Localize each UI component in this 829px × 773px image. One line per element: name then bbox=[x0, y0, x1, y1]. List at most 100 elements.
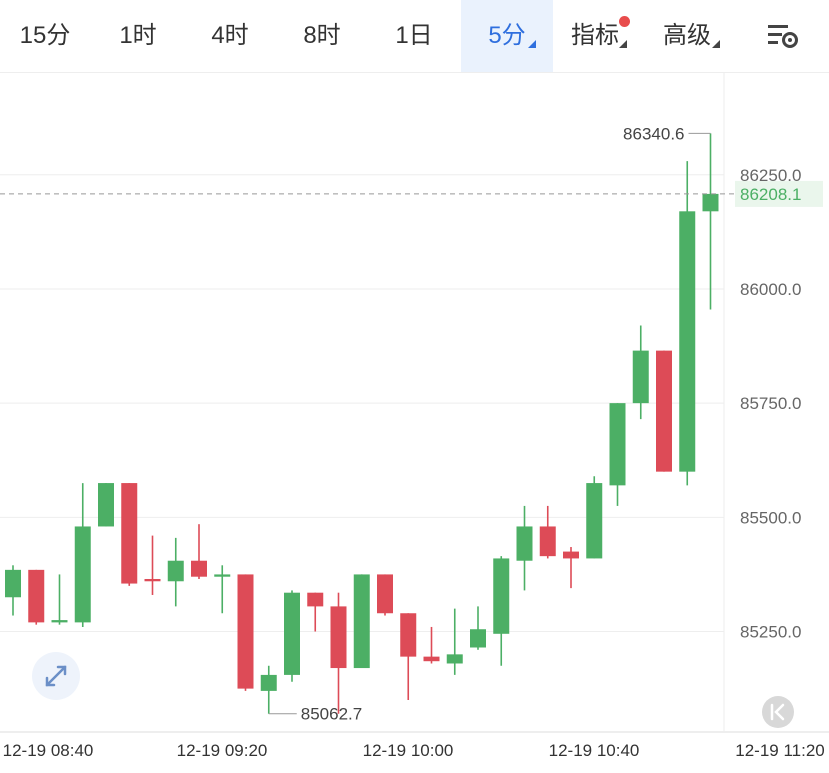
price-tick-label: 85500.0 bbox=[740, 508, 801, 527]
last-price-tag bbox=[735, 180, 823, 207]
tab-4h[interactable]: 4时 bbox=[211, 22, 249, 49]
candle-body bbox=[656, 350, 672, 472]
candle-body bbox=[679, 211, 696, 472]
candle-down bbox=[423, 626, 440, 664]
candle-down bbox=[400, 613, 417, 701]
tab-8h[interactable]: 8时 bbox=[303, 22, 341, 49]
chart-settings-icon bbox=[768, 25, 798, 48]
candle-body bbox=[214, 574, 231, 577]
candle-body bbox=[237, 574, 254, 689]
candle-down bbox=[191, 524, 207, 579]
candle-body bbox=[330, 606, 347, 669]
chart-grid bbox=[0, 174, 724, 633]
price-axis: 85250.0 85500.0 85750.0 86000.0 86250.0 bbox=[740, 166, 801, 642]
tab-indicators[interactable]: 指标 bbox=[553, 0, 637, 72]
candle-body bbox=[539, 526, 556, 557]
time-axis: 12-19 08:40 12-19 09:20 12-19 10:00 12-19 1… bbox=[3, 741, 825, 760]
dropdown-triangle-icon bbox=[619, 40, 627, 48]
candle-body bbox=[191, 560, 207, 577]
candle-down bbox=[656, 350, 672, 472]
candle-body bbox=[28, 569, 45, 623]
time-tick-label: 12-19 10:40 bbox=[549, 741, 640, 760]
candle-down bbox=[28, 569, 45, 625]
candle-body bbox=[423, 656, 440, 662]
candle-body bbox=[5, 569, 21, 598]
candle-up bbox=[284, 590, 300, 682]
candle-up bbox=[609, 403, 626, 506]
candle-body bbox=[144, 578, 161, 582]
candle-up bbox=[516, 505, 533, 591]
candle-body bbox=[400, 613, 417, 657]
candle-up bbox=[470, 606, 486, 650]
candle-up bbox=[5, 565, 21, 616]
candle-down bbox=[330, 592, 347, 714]
candle-up bbox=[51, 574, 68, 625]
tab-indicators-label: 指标 bbox=[571, 22, 619, 49]
candle-body bbox=[516, 526, 533, 561]
candle-down bbox=[377, 574, 393, 616]
tab-1h[interactable]: 1时 bbox=[119, 22, 157, 49]
candle-up bbox=[446, 608, 463, 675]
candle-body bbox=[307, 592, 324, 607]
candle-body bbox=[563, 551, 579, 559]
candle-up bbox=[493, 556, 510, 666]
candle-up bbox=[167, 537, 184, 607]
price-tick-label: 85750.0 bbox=[740, 394, 801, 413]
tab-5m[interactable]: 5分 bbox=[461, 0, 553, 72]
candle-up bbox=[260, 665, 277, 714]
notification-dot-icon bbox=[619, 16, 630, 27]
candle-body bbox=[74, 526, 91, 623]
candle-body bbox=[470, 629, 486, 648]
candle-body bbox=[260, 674, 277, 691]
candle-body bbox=[586, 483, 603, 559]
dropdown-triangle-icon bbox=[528, 40, 536, 48]
time-tick-label: 12-19 09:20 bbox=[177, 741, 268, 760]
candle-up bbox=[98, 483, 114, 527]
time-tick-label: 12-19 08:40 bbox=[3, 741, 94, 760]
price-tick-label: 85250.0 bbox=[740, 623, 801, 642]
tab-1d[interactable]: 1日 bbox=[395, 22, 433, 49]
candle-down bbox=[539, 505, 556, 559]
scroll-to-start-button[interactable] bbox=[762, 696, 794, 728]
chart-settings-button[interactable] bbox=[752, 0, 812, 72]
candle-body bbox=[51, 620, 68, 623]
candle-down bbox=[121, 483, 138, 586]
candle-body bbox=[702, 193, 719, 212]
candle-body bbox=[377, 574, 393, 614]
candle-body bbox=[98, 483, 114, 527]
price-tick-label: 86250.0 bbox=[740, 166, 801, 185]
tab-15m[interactable]: 15分 bbox=[19, 22, 71, 49]
candle-body bbox=[632, 350, 649, 404]
candle-body bbox=[284, 592, 300, 675]
candlestick-chart[interactable]: 86208.1 85250.0 85500.0 85750.0 86000.0 8625… bbox=[0, 72, 829, 773]
time-tick-label: 12-19 10:00 bbox=[363, 741, 454, 760]
candle-up bbox=[586, 476, 603, 559]
tab-advanced-label: 高级 bbox=[663, 22, 711, 49]
time-tick-label: 12-19 11:20 bbox=[735, 741, 824, 760]
candle-up bbox=[679, 161, 696, 486]
candle-up bbox=[632, 325, 649, 420]
candle-body bbox=[446, 654, 463, 664]
candle-body bbox=[121, 483, 138, 584]
candle-body bbox=[353, 574, 370, 669]
high-price-label: 86340.6 bbox=[623, 124, 684, 143]
tab-advanced[interactable]: 高级 bbox=[645, 0, 729, 72]
tab-5m-label: 5分 bbox=[488, 22, 526, 49]
candle-body bbox=[167, 560, 184, 582]
candle-up bbox=[353, 574, 370, 669]
candle-down bbox=[237, 574, 254, 691]
candle-down bbox=[144, 535, 161, 595]
candle-up bbox=[702, 133, 719, 310]
dropdown-triangle-icon bbox=[712, 40, 720, 48]
candle-up bbox=[74, 483, 91, 627]
price-tick-label: 86000.0 bbox=[740, 280, 801, 299]
low-price-label: 85062.7 bbox=[301, 705, 362, 724]
timeframe-toolbar: 15分 1时 4时 8时 1日 5分 指标 高级 bbox=[0, 0, 829, 73]
chevron-left-icon bbox=[770, 703, 785, 721]
candle-up bbox=[214, 565, 231, 614]
candle-down bbox=[563, 547, 579, 589]
candle-down bbox=[307, 592, 324, 632]
last-price-label: 86208.1 bbox=[740, 185, 801, 204]
expand-chart-button[interactable] bbox=[32, 652, 80, 700]
candles-layer bbox=[5, 133, 719, 714]
